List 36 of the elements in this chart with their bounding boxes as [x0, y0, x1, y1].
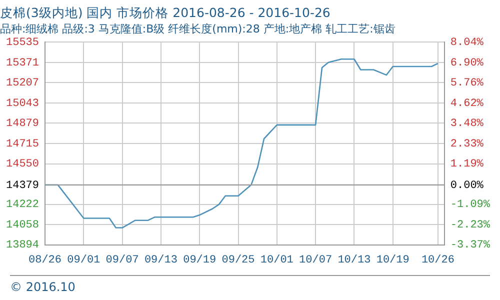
y2-tick-label: 4.62% [450, 98, 484, 110]
x-tick-label: 09/13 [144, 254, 178, 266]
y-tick-label: 14550 [6, 158, 40, 171]
x-tick-label: 08/26 [28, 254, 62, 266]
y2-tick-label: 3.48% [450, 118, 484, 130]
y-tick-label: 15535 [6, 37, 40, 50]
y2-tick-label: 5.76% [450, 78, 484, 90]
x-tick-label: 10/26 [421, 254, 454, 266]
x-tick-label: 10/07 [299, 254, 332, 266]
y2-tick-label: 8.04% [450, 37, 484, 50]
y2-tick-label: 1.19% [450, 158, 484, 171]
y-tick-label: 13894 [6, 240, 40, 252]
x-tick-label: 09/01 [67, 254, 101, 266]
x-tick-label: 10/13 [338, 254, 371, 266]
y-tick-label: 14379 [6, 180, 40, 192]
y-tick-label: 14715 [6, 138, 40, 150]
y2-tick-label: 6.90% [450, 57, 484, 70]
y2-tick-label: 0.00% [450, 180, 484, 192]
y2-tick-label: -2.23% [450, 219, 490, 232]
y2-tick-label: 2.33% [450, 138, 484, 150]
chart-subtitle: 品种:细绒棉 品级:3 马克隆值:B级 纤维长度(mm):28 产地:地产棉 轧工工艺:锯齿 [0, 22, 396, 36]
x-tick-label: 09/25 [222, 254, 255, 266]
x-tick-label: 10/19 [376, 254, 410, 266]
y2-tick-label: -1.09% [450, 199, 490, 212]
x-tick-label: 10/01 [260, 254, 294, 266]
y-tick-label: 14879 [6, 118, 40, 130]
chart-title: 皮棉(3级内地) 国内 市场价格 2016-08-26 - 2016-10-26 [0, 4, 330, 20]
y-tick-label: 15043 [6, 98, 40, 110]
y2-tick-label: -3.37% [450, 240, 490, 252]
x-tick-label: 09/07 [106, 254, 139, 266]
x-tick-label: 09/19 [183, 254, 216, 266]
y-tick-label: 14222 [6, 199, 40, 212]
y-tick-label: 15207 [6, 78, 40, 90]
y-tick-label: 14058 [6, 219, 40, 232]
text: © 2016.10 [10, 280, 76, 294]
y-tick-label: 15371 [6, 57, 40, 70]
